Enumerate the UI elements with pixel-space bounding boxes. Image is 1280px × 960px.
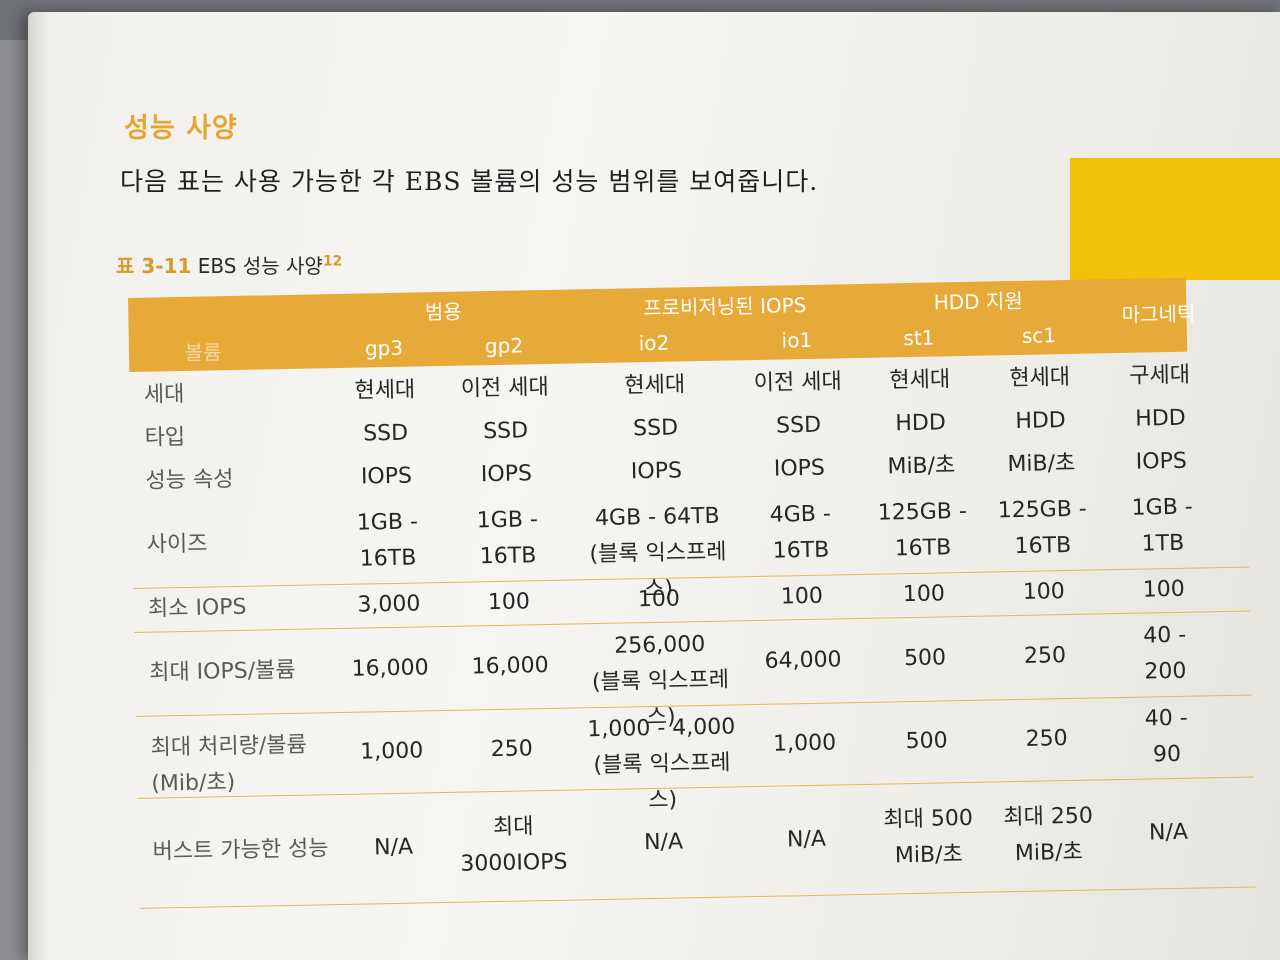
table-cell: 1GB - 1TB — [1087, 489, 1238, 564]
row-divider — [139, 886, 1256, 909]
table-cell: HDD — [1135, 405, 1186, 432]
table-cell-line: 40 - — [1144, 705, 1188, 732]
table-cell: IOPS — [630, 458, 683, 485]
volume-type-header: gp2 — [484, 333, 524, 359]
table-cell-line: 4GB - 64TB — [594, 503, 720, 532]
intro-paragraph: 다음 표는 사용 가능한 각 EBS 볼륨의 성능 범위를 보여줍니다. — [120, 167, 819, 196]
table-cell-line: 200 — [1144, 658, 1187, 685]
column-group-header: 범용 — [424, 299, 462, 325]
table-cell: IOPS — [480, 461, 533, 488]
table-caption: 표 3-11 EBS 성능 사양12 — [116, 250, 342, 279]
table-cell: 250 — [490, 736, 533, 763]
column-group-header: 프로비저닝된 IOPS — [642, 292, 807, 321]
table-cell: 1GB - 16TB — [432, 501, 583, 576]
table-header: 범용 프로비저닝된 IOPS HDD 지원 마그네틱 볼륨 gp3 gp2 io2 io1 st1… — [128, 277, 1196, 372]
table-cell: SSD — [482, 418, 529, 445]
ebs-performance-table: 범용 프로비저닝된 IOPS HDD 지원 마그네틱 볼륨 gp3 gp2 io2 io1 st1… — [128, 277, 1256, 934]
table-cell: 이전 세대 — [460, 374, 550, 402]
table-cell: 1,000 - 4,000 (블록 익스프레스) — [586, 709, 738, 820]
table-cell-line: 최대 — [492, 814, 534, 841]
table-cell: 구세대 — [1129, 362, 1191, 389]
section-title: 성능 사양 — [124, 113, 238, 144]
table-cell-line: 16TB — [479, 543, 537, 570]
table-cell: IOPS — [1135, 448, 1188, 475]
table-cell-line: 3000IOPS — [460, 849, 568, 877]
volume-type-header: sc1 — [1021, 323, 1057, 348]
table-caption-text: EBS 성능 사양 — [197, 254, 323, 278]
footnote-marker: 12 — [322, 253, 343, 270]
table-cell: 현세대 — [624, 372, 686, 399]
table-cell: 100 — [487, 589, 531, 616]
table-cell: N/A — [1148, 819, 1189, 846]
table-cell-line: 40 - — [1142, 622, 1187, 649]
table-cell: 40 - 200 — [1089, 617, 1240, 692]
volume-type-header: io2 — [638, 330, 670, 356]
table-cell-line: 1TB — [1141, 530, 1185, 557]
table-cell-line: 90 — [1152, 741, 1182, 768]
table-cell: 100 — [637, 586, 681, 613]
table-cell: 100 — [1142, 576, 1186, 603]
table-cell: 16,000 — [471, 652, 549, 680]
yellow-page-tab — [1070, 158, 1280, 280]
table-cell-line: 1,000 - 4,000 — [587, 714, 736, 743]
table-cell: 최대 3000IOPS — [438, 808, 589, 883]
table-cell: SSD — [632, 415, 679, 442]
table-cell: N/A — [643, 829, 684, 856]
page-binding-shadow — [28, 12, 50, 960]
table-number: 표 3-11 — [116, 254, 192, 278]
row-header-label: 볼륨 — [184, 340, 222, 365]
book-page: 성능 사양 다음 표는 사용 가능한 각 EBS 볼륨의 성능 범위를 보여줍니… — [28, 12, 1280, 960]
table-cell-line: 256,000 — [614, 631, 706, 659]
table-cell-line: 1GB - — [1131, 494, 1193, 521]
table-cell-line: (블록 익스프레스) — [593, 750, 731, 814]
table-cell: 40 - 90 — [1091, 700, 1242, 775]
table-cell-line: 1GB - — [476, 507, 539, 534]
